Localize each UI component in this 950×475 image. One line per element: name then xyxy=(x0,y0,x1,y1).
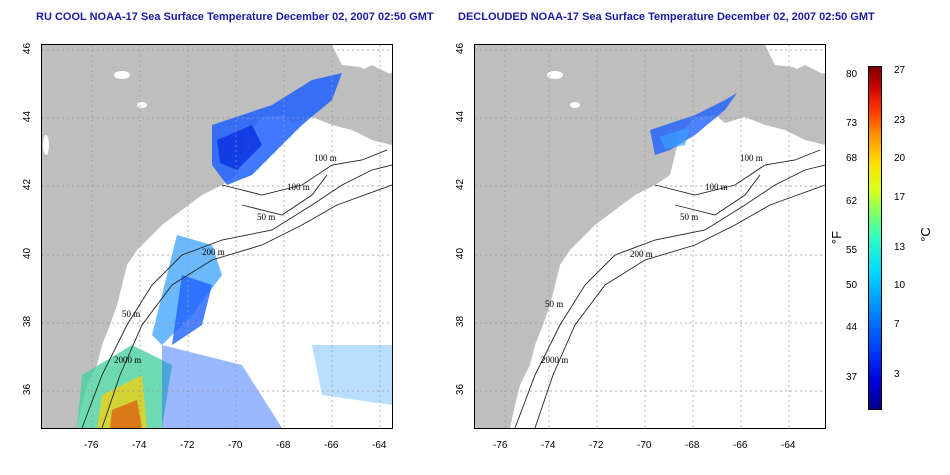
bathymetry-contours xyxy=(514,149,825,428)
right-sst-map: 100 m 100 m 50 m 200 m 50 m 2000 m xyxy=(474,44,826,429)
f-tick-label: 68 xyxy=(846,153,858,164)
c-tick-label: 3 xyxy=(894,369,900,380)
contour-label: 100 m xyxy=(314,153,337,163)
c-tick-label: 17 xyxy=(894,192,906,203)
x-tick-label: -76 xyxy=(493,440,508,451)
left-sst-map: 100 m 100 m 50 m 200 m 50 m 2000 m xyxy=(41,44,393,429)
x-tick-label: -70 xyxy=(637,440,652,451)
y-tick-label: 42 xyxy=(22,178,34,191)
y-tick-label: 44 xyxy=(455,110,467,123)
contour-label: 2000 m xyxy=(114,355,141,365)
f-tick-label: 50 xyxy=(846,280,858,291)
c-tick-label: 10 xyxy=(894,280,906,291)
y-tick-label: 36 xyxy=(22,383,34,396)
f-tick-label: 55 xyxy=(846,245,858,256)
right-map-canvas: 100 m 100 m 50 m 200 m 50 m 2000 m xyxy=(475,45,825,428)
c-tick-label: 20 xyxy=(894,153,906,164)
y-tick-label: 46 xyxy=(455,42,467,55)
contour-label: 200 m xyxy=(202,247,225,257)
contour-label: 100 m xyxy=(287,182,310,192)
x-tick-label: -70 xyxy=(228,440,243,451)
land-mass xyxy=(475,45,825,428)
gridlines xyxy=(475,45,825,428)
x-tick-label: -66 xyxy=(733,440,748,451)
x-tick-label: -68 xyxy=(276,440,291,451)
x-tick-label: -74 xyxy=(132,440,147,451)
x-tick-label: -68 xyxy=(685,440,700,451)
y-tick-label: 46 xyxy=(22,42,34,55)
c-tick-label: 13 xyxy=(894,242,906,253)
c-tick-label: 27 xyxy=(894,65,906,76)
x-tick-label: -64 xyxy=(372,440,387,451)
right-panel-title: DECLOUDED NOAA-17 Sea Surface Temperatur… xyxy=(458,11,875,23)
x-tick-label: -72 xyxy=(589,440,604,451)
contour-label: 50 m xyxy=(122,309,140,319)
celsius-unit-label: °C xyxy=(917,227,933,242)
y-tick-label: 36 xyxy=(455,383,467,396)
f-tick-label: 62 xyxy=(846,196,858,207)
temperature-colorbar xyxy=(868,66,882,410)
fahrenheit-unit-label: °F xyxy=(829,230,845,245)
x-tick-label: -72 xyxy=(180,440,195,451)
y-tick-label: 40 xyxy=(455,247,467,260)
contour-label: 200 m xyxy=(630,249,653,259)
c-tick-label: 23 xyxy=(894,115,906,126)
bathymetry-contours xyxy=(81,149,392,428)
y-tick-label: 40 xyxy=(22,247,34,260)
f-tick-label: 80 xyxy=(846,69,858,80)
f-tick-label: 37 xyxy=(846,372,858,383)
f-tick-label: 44 xyxy=(846,322,858,333)
f-tick-label: 73 xyxy=(846,118,858,129)
c-tick-label: 7 xyxy=(894,319,900,330)
gridlines xyxy=(42,45,392,428)
x-tick-label: -74 xyxy=(541,440,556,451)
left-map-canvas: 100 m 100 m 50 m 200 m 50 m 2000 m xyxy=(42,45,392,428)
land-mass xyxy=(42,45,392,428)
contour-label: 50 m xyxy=(257,212,275,222)
nova-scotia xyxy=(765,65,825,120)
x-tick-label: -64 xyxy=(781,440,796,451)
contour-label: 50 m xyxy=(545,299,563,309)
contour-label: 50 m xyxy=(680,212,698,222)
y-tick-label: 44 xyxy=(22,110,34,123)
nova-scotia xyxy=(332,65,392,120)
x-tick-label: -66 xyxy=(324,440,339,451)
contour-label: 100 m xyxy=(740,153,763,163)
contour-label: 100 m xyxy=(705,182,728,192)
left-panel-title: RU COOL NOAA-17 Sea Surface Temperature … xyxy=(36,11,434,23)
x-tick-label: -76 xyxy=(84,440,99,451)
y-tick-label: 38 xyxy=(455,315,467,328)
y-tick-label: 42 xyxy=(455,178,467,191)
contour-label: 2000 m xyxy=(541,355,568,365)
y-tick-label: 38 xyxy=(22,315,34,328)
